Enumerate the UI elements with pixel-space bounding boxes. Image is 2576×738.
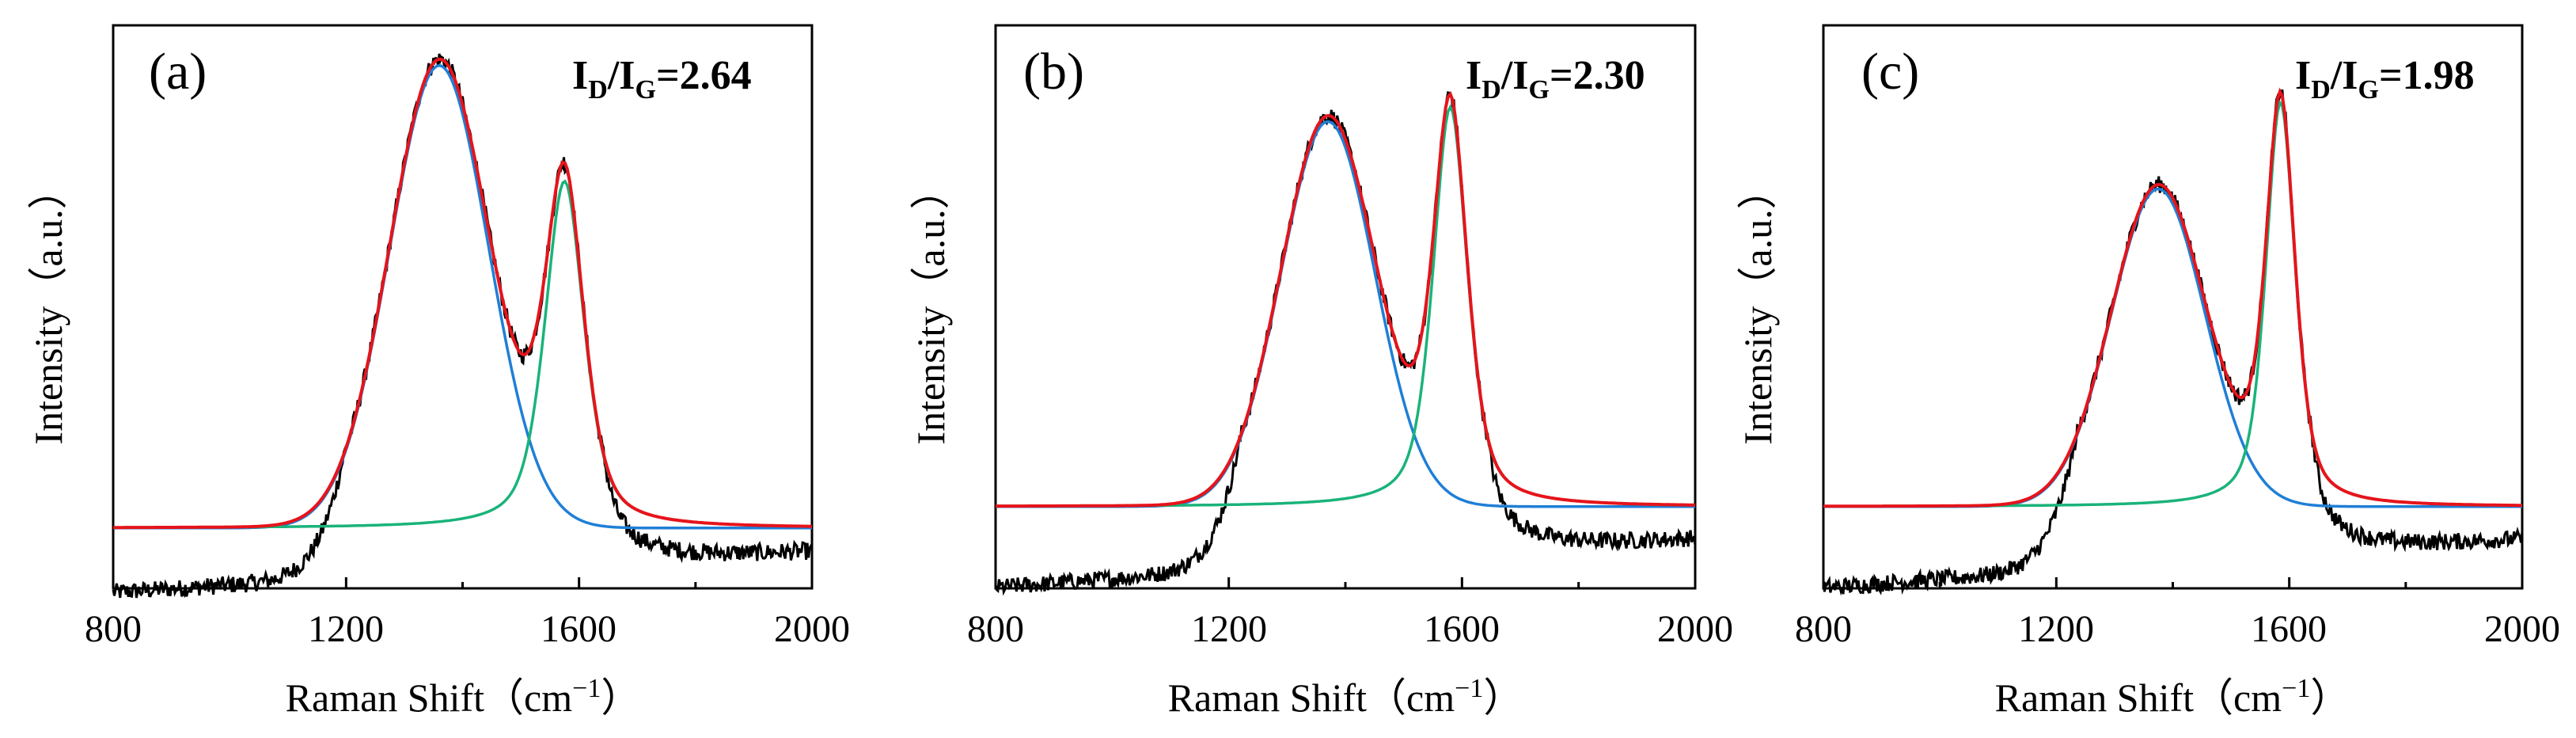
g-band-fit-line bbox=[996, 104, 1696, 508]
x-axis-title: Raman Shift（cm−1） bbox=[286, 674, 641, 720]
x-tick-label: 800 bbox=[1795, 608, 1852, 650]
intensity-ratio-label: ID/IG=2.64 bbox=[572, 53, 752, 105]
x-axis-title: Raman Shift（cm−1） bbox=[1995, 674, 2350, 720]
intensity-ratio-label: ID/IG=1.98 bbox=[2295, 53, 2475, 105]
x-tick-labels: 800 1200 1600 2000 bbox=[967, 608, 1733, 650]
spectra-lines bbox=[112, 53, 814, 599]
d-band-fit-line bbox=[996, 120, 1695, 508]
x-tick-label: 2000 bbox=[2484, 608, 2560, 650]
spectra-lines bbox=[994, 91, 1697, 596]
panel-label: (c) bbox=[1861, 43, 1919, 101]
x-tick-label: 1600 bbox=[541, 608, 616, 650]
cumulative-fit-line bbox=[113, 57, 812, 530]
spectra-lines bbox=[1822, 87, 2524, 596]
panel-c: (c) ID/IG=1.98 800 1200 1600 2000 Raman … bbox=[1736, 24, 2560, 720]
x-tick-label: 800 bbox=[967, 608, 1024, 650]
raw-spectrum-line bbox=[112, 53, 814, 599]
d-band-fit-line bbox=[113, 64, 812, 530]
x-axis-title: Raman Shift（cm−1） bbox=[1168, 674, 1523, 720]
panel-b: (b) ID/IG=2.30 800 1200 1600 2000 Raman … bbox=[909, 24, 1733, 720]
x-tick-label: 1200 bbox=[2018, 608, 2094, 650]
x-tick-label: 1200 bbox=[1191, 608, 1267, 650]
x-tick-label: 2000 bbox=[1657, 608, 1733, 650]
panel-label: (a) bbox=[149, 43, 207, 101]
intensity-ratio-label: ID/IG=2.30 bbox=[1466, 53, 1645, 105]
cumulative-fit-line bbox=[996, 91, 1696, 508]
x-tick-marks bbox=[994, 577, 1697, 588]
y-axis-title: Intensity（a.u.） bbox=[1736, 169, 1780, 444]
y-axis-title: Intensity（a.u.） bbox=[909, 169, 953, 444]
x-tick-labels: 800 1200 1600 2000 bbox=[85, 608, 850, 650]
panel-label: (b) bbox=[1023, 43, 1084, 101]
g-band-fit-line bbox=[113, 179, 812, 529]
g-band-fit-line bbox=[1823, 99, 2522, 508]
cumulative-fit-line bbox=[1823, 87, 2522, 508]
x-tick-label: 1600 bbox=[2251, 608, 2327, 650]
x-tick-marks bbox=[1822, 577, 2524, 588]
x-tick-label: 1200 bbox=[308, 608, 384, 650]
y-axis-title: Intensity（a.u.） bbox=[26, 169, 70, 444]
plot-frame bbox=[994, 24, 1697, 590]
x-tick-label: 1600 bbox=[1424, 608, 1500, 650]
x-tick-labels: 800 1200 1600 2000 bbox=[1795, 608, 2560, 650]
x-tick-label: 800 bbox=[85, 608, 142, 650]
raw-spectrum-line bbox=[994, 91, 1697, 596]
x-tick-marks bbox=[112, 577, 814, 588]
panel-a: (a) ID/IG=2.64 800 1200 1600 2000 Raman … bbox=[26, 24, 850, 720]
x-tick-label: 2000 bbox=[774, 608, 850, 650]
raw-spectrum-line bbox=[1822, 89, 2524, 596]
d-band-fit-line bbox=[1823, 187, 2522, 508]
